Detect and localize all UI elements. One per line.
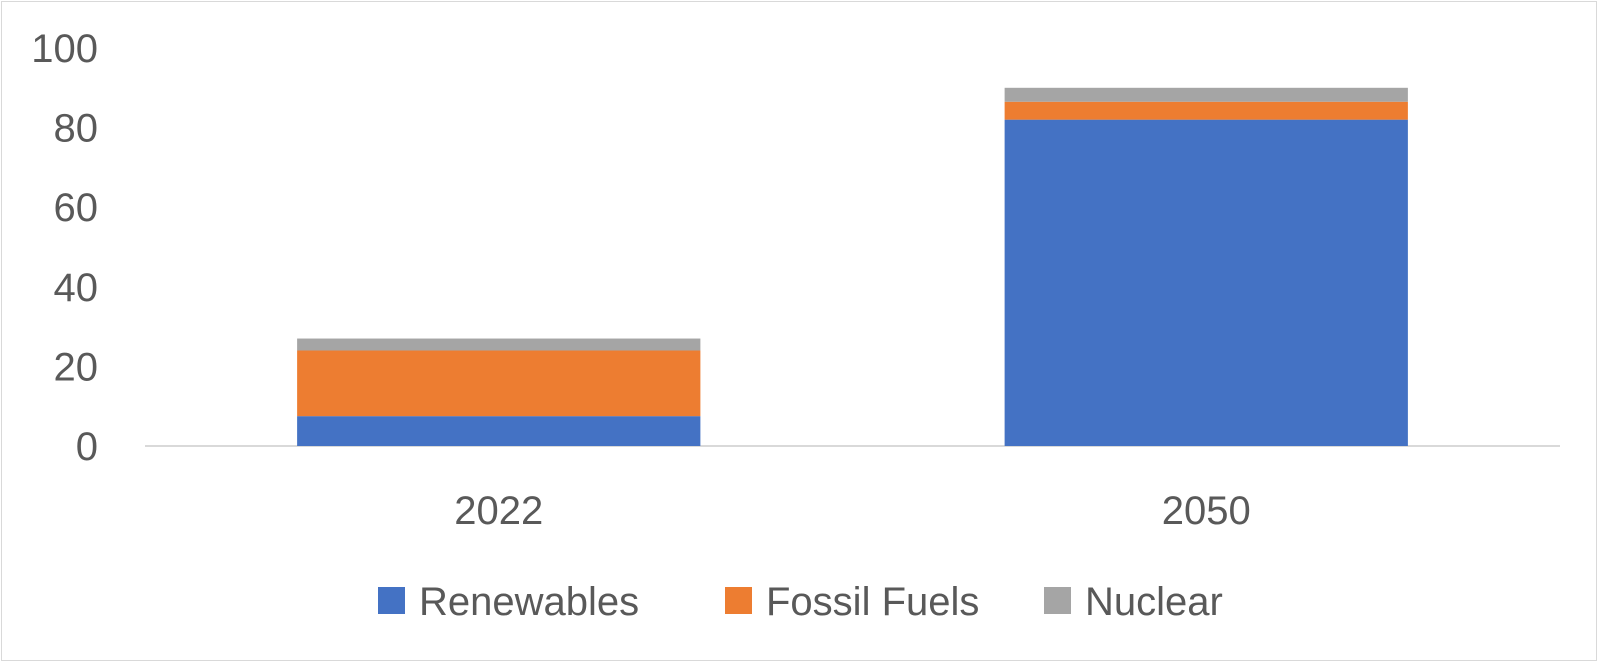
- bar-renewables-2050: [1004, 119, 1408, 446]
- legend-swatch-renewables: [378, 587, 405, 614]
- legend: Renewables Fossil Fuels Nuclear: [378, 580, 1223, 624]
- legend-label: Renewables: [419, 580, 639, 624]
- y-tick-label: 0: [76, 425, 98, 469]
- bar-nuclear-2050: [1004, 87, 1408, 102]
- x-tick-label: 2022: [454, 489, 543, 533]
- legend-label: Fossil Fuels: [766, 580, 979, 624]
- legend-swatch-fossil-fuels: [725, 587, 752, 614]
- legend-label: Nuclear: [1085, 580, 1223, 624]
- bar-renewables-2022: [297, 416, 701, 446]
- y-axis-ticks: 0 20 40 60 80 100: [31, 27, 98, 469]
- bar-fossil-fuels-2050: [1004, 101, 1408, 120]
- y-tick-label: 80: [54, 107, 99, 151]
- bar-fossil-fuels-2022: [297, 350, 701, 417]
- y-tick-label: 40: [54, 266, 99, 310]
- legend-swatch-nuclear: [1044, 587, 1071, 614]
- bar-nuclear-2022: [297, 338, 701, 351]
- bars-group: [297, 87, 1408, 446]
- x-tick-label: 2050: [1162, 489, 1251, 533]
- y-tick-label: 100: [31, 27, 98, 71]
- y-tick-label: 20: [54, 345, 99, 389]
- y-tick-label: 60: [54, 186, 99, 230]
- x-axis-ticks: 2022 2050: [454, 489, 1250, 533]
